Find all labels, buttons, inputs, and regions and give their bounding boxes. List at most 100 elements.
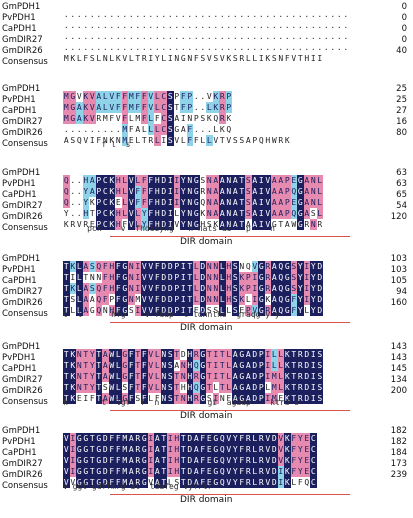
residue: I [69,433,76,444]
residue: A [219,197,226,208]
residue: F [134,197,141,208]
residue: Y [180,197,187,208]
residue: L [70,306,76,315]
residue: F [141,113,148,124]
residue: A [95,102,102,113]
residue: I [167,208,174,219]
residue: . [245,21,251,30]
residue: I [258,208,265,219]
residue: L [174,209,180,218]
residue: I [258,175,265,186]
residue: . [96,125,102,134]
residue: Y [310,261,317,272]
residue: F [193,54,199,63]
residue: A [102,393,109,404]
residue: . [148,21,154,30]
residue: N [187,114,193,123]
residue: K [108,197,115,208]
residue: . [154,21,160,30]
residue: T [160,466,167,477]
alignment-figure: GmPDH1..................................… [0,2,413,505]
residue: . [297,43,303,52]
residue: R [258,433,265,444]
residue: F [108,455,115,466]
residue: F [226,394,232,403]
residue: L [115,360,122,371]
residue: T [290,371,297,382]
residue: L [252,54,258,63]
residue: F [180,91,187,102]
residue: L [225,382,232,393]
residue: L [291,478,297,487]
residue: E [303,433,310,444]
residue-count: 239 [390,470,407,480]
residue: L [109,54,115,63]
residue: . [297,21,303,30]
residue: F [238,466,245,477]
sequence-row: GmPDH1..................................… [0,2,413,19]
residue: F [115,477,122,488]
residue: . [245,10,251,19]
residue: H [186,349,193,360]
residue: K [238,283,245,294]
sequence-name: GmPDH1 [2,2,41,12]
residue: . [161,32,167,41]
residue: V [264,175,271,186]
residue: K [82,102,89,113]
residue: F [108,444,115,455]
residue: R [193,393,200,404]
residue: I [69,466,76,477]
residue: T [238,175,245,186]
residue: A [219,186,226,197]
residue: M [63,91,70,102]
residue: H [225,261,232,272]
residue: L [277,371,284,382]
residue: M [121,466,128,477]
consensus-label: Consensus [2,397,48,407]
residue: N [225,219,232,230]
residue: G [297,208,304,219]
residue: F [141,186,148,197]
residue: T [134,360,141,371]
residue: T [186,261,193,272]
residue: F [147,219,154,230]
residue: A [89,295,95,304]
residue: . [83,43,89,52]
sequence-name: CaPDH1 [2,364,37,374]
residue: L [251,477,258,488]
residue: . [96,43,102,52]
residue: . [102,43,108,52]
residue-count: 25 [396,84,407,94]
residue: . [206,125,212,134]
alignment-block: GmPDH1 T K N T Y T A W L G F T F V L N S T D H R G T I T L A G A D P I L L… [0,342,413,434]
residue: N [310,175,317,186]
residue: A [245,371,252,382]
sequence-row: PvPDH1 M G A K V A L V F F M F F V L C S T F P.. L K R P 25 [0,95,413,113]
residue: . [232,10,238,19]
residue-count: 63 [396,179,407,189]
residue: F [238,455,245,466]
residue: E [278,394,284,403]
residue: L [180,136,186,145]
residue: G [258,272,265,283]
residue: V [206,54,212,63]
residue: . [96,21,102,30]
residue: S [213,54,219,63]
residue: I [167,219,174,230]
residue: V [147,371,154,382]
residue: A [193,433,200,444]
sequence-name: GmPDH1 [2,342,41,352]
sequence-name: GmDIR26 [2,128,43,138]
residue: E [206,477,213,488]
residue: I [258,197,265,208]
residue: . [115,125,121,134]
sequence-row: GmDIR27 Y.. H T P C K H L V L Y F H D I L Y N G K N A A N A T S A I V A… [0,201,413,219]
residue: . [76,43,82,52]
residue: Q [95,305,102,316]
residue: . [70,125,76,134]
residue: . [284,32,290,41]
residue: Y [89,371,96,382]
residue: Y [310,283,317,294]
